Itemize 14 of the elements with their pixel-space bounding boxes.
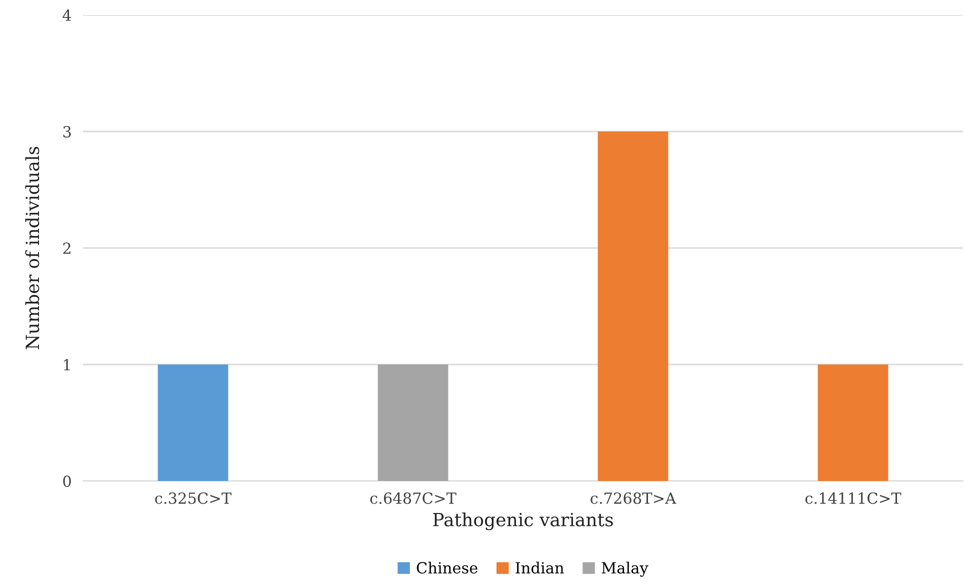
y-tick-label: 1 xyxy=(64,358,70,370)
y-tick-label: 2 xyxy=(63,242,70,254)
y-axis-title: Number of individuals xyxy=(25,146,40,350)
legend-label: Malay xyxy=(602,562,648,577)
y-tick-label: 3 xyxy=(63,126,71,138)
x-tick-label: c.14111C>T xyxy=(805,492,902,504)
y-tick-label: 0 xyxy=(63,475,71,488)
x-tick-label: c.7268T>A xyxy=(590,492,676,504)
x-tick-label: c.325C>T xyxy=(155,492,232,504)
legend-label: Chinese xyxy=(416,562,478,574)
legend-label: Indian xyxy=(516,562,564,574)
x-axis-title: Pathogenic variants xyxy=(433,512,613,530)
x-tick-label: c.6487C>T xyxy=(370,492,456,504)
y-tick-label: 4 xyxy=(62,9,72,21)
